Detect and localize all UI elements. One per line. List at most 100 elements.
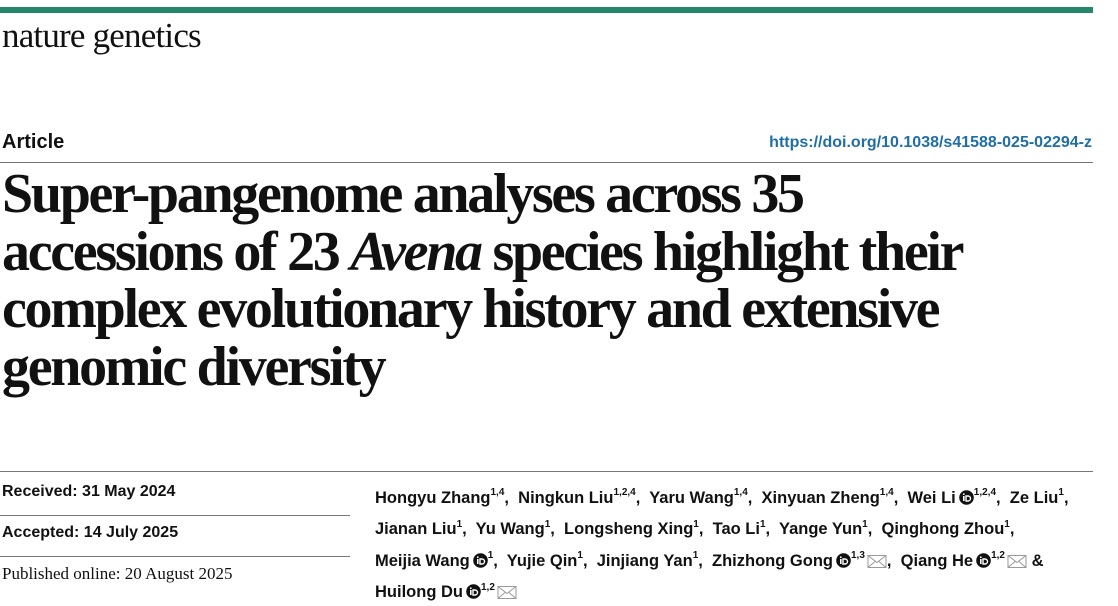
separator: , [886,551,897,570]
separator: , [867,520,877,538]
author-name: Yujie Qin [506,551,578,570]
author: Meijia Wang 1, [375,550,503,570]
author: Zhizhong Gong 1,3, [712,550,897,570]
author: Yujie Qin1, [506,550,593,570]
author-name: Qiang He [900,551,974,570]
email-icon[interactable] [867,554,887,569]
separator: , [635,488,645,507]
author-name: Longsheng Xing [564,520,694,538]
author: Qinghong Zhou1, [881,518,1020,539]
journal-name: nature genetics [2,16,202,55]
author: Jianan Liu1, [375,518,472,539]
date: Accepted: 14 July 2025 [2,524,179,541]
author-name: Yu Wang [475,520,545,538]
author-name: Yange Yun [779,520,863,538]
separator: , [765,520,775,538]
divider [0,162,1093,163]
title-text: species highlight their [480,220,964,283]
title-line: complex evolutionary history and extensi… [2,278,962,340]
orcid-icon[interactable] [958,489,974,505]
date: Received: 31 May 2024 [2,483,176,500]
author: Wei Li 1,2,4, [907,487,1006,507]
orcid-icon[interactable] [836,552,851,568]
author: Ze Liu1, [1009,487,1073,507]
article-title: Super-pangenome analyses across 35 access… [2,163,965,398]
author-name: Yaru Wang [649,488,734,507]
affiliation: 1,4 [733,487,748,498]
orcid-icon[interactable] [466,584,481,599]
separator: , [698,520,709,538]
separator: , [504,488,514,507]
author-name: Jianan Liu [375,520,457,538]
author-name: Zhizhong Gong [712,551,833,570]
doi-link[interactable]: https://doi.org/10.1038/s41588-025-02294… [769,134,1092,151]
separator: , [893,488,903,507]
title-line: accessions of 23 Avena species highlight… [2,220,965,283]
author: Longsheng Xing1, [564,518,709,539]
separator: , [462,520,472,538]
separator: , [996,488,1006,507]
author: Huilong Du 1,2 [375,581,517,601]
affiliation: 1,3 [850,550,865,561]
email-icon[interactable] [497,585,517,600]
author-name: Wei Li [907,488,956,507]
title-line: Super-pangenome analyses across 35 [2,163,962,225]
author-name: Ze Liu [1009,488,1059,507]
author-list: Hongyu Zhang1,4, Ningkun Liu1,2,4, Yaru … [375,480,1100,606]
affiliation: 1 [759,518,766,530]
affiliation: 1 [456,518,463,530]
separator: , [747,488,757,507]
author-name: Jinjiang Yan [596,551,693,570]
author-name: Qinghong Zhou [881,520,1005,538]
affiliation: 1,2,4 [973,487,997,498]
email-icon[interactable] [1007,554,1027,569]
separator: , [550,520,560,538]
separator: , [698,551,708,570]
author: Xinyuan Zheng1,4, [761,487,903,507]
author: Ningkun Liu1,2,4, [518,487,645,507]
orcid-icon[interactable] [976,552,991,568]
author: Qiang He 1,2 & [900,550,1049,570]
divider [0,556,350,557]
affiliation: 1,2 [991,550,1005,561]
separator: & [1027,551,1049,570]
affiliation: 1 [862,518,868,530]
author: Yange Yun1, [779,518,877,539]
separator: , [582,551,593,570]
author: Hongyu Zhang1,4, [375,487,514,507]
orcid-icon[interactable] [472,552,488,568]
affiliation: 1 [577,550,583,561]
author-name: Ningkun Liu [518,488,614,507]
title-text: Super-pangenome analyses across 35 [2,163,805,225]
affiliation: 1 [692,550,699,561]
author-name: Huilong Du [375,583,463,601]
separator: , [493,551,503,570]
title-line: genomic diversity [2,335,962,398]
date: Published online: 20 August 2025 [2,564,233,583]
separator: , [1009,520,1020,538]
affiliation: 1 [1004,518,1010,530]
affiliation: 1,2,4 [613,487,636,498]
author: Yaru Wang1,4, [649,487,757,507]
title-text: accessions of 23 [2,220,351,283]
divider [0,471,1093,472]
affiliation: 1 [1058,487,1064,498]
affiliation: 1 [693,518,699,530]
author: Jinjiang Yan1, [596,550,708,570]
title-text: complex evolutionary history and extensi… [2,278,941,340]
affiliation: 1 [544,518,551,530]
author-name: Tao Li [712,520,760,538]
author-name: Hongyu Zhang [375,488,491,507]
author-name: Meijia Wang [375,551,470,570]
affiliation: 1,4 [879,487,894,498]
title-text: genomic diversity [2,335,387,398]
author-name: Xinyuan Zheng [761,488,880,507]
article-type: Article [2,131,65,153]
journal-bar [0,7,1093,13]
author: Tao Li1, [712,518,775,539]
divider [0,515,350,516]
affiliation: 1,2 [480,581,495,593]
title-text: Avena [350,220,483,283]
affiliation: 1 [487,550,494,561]
